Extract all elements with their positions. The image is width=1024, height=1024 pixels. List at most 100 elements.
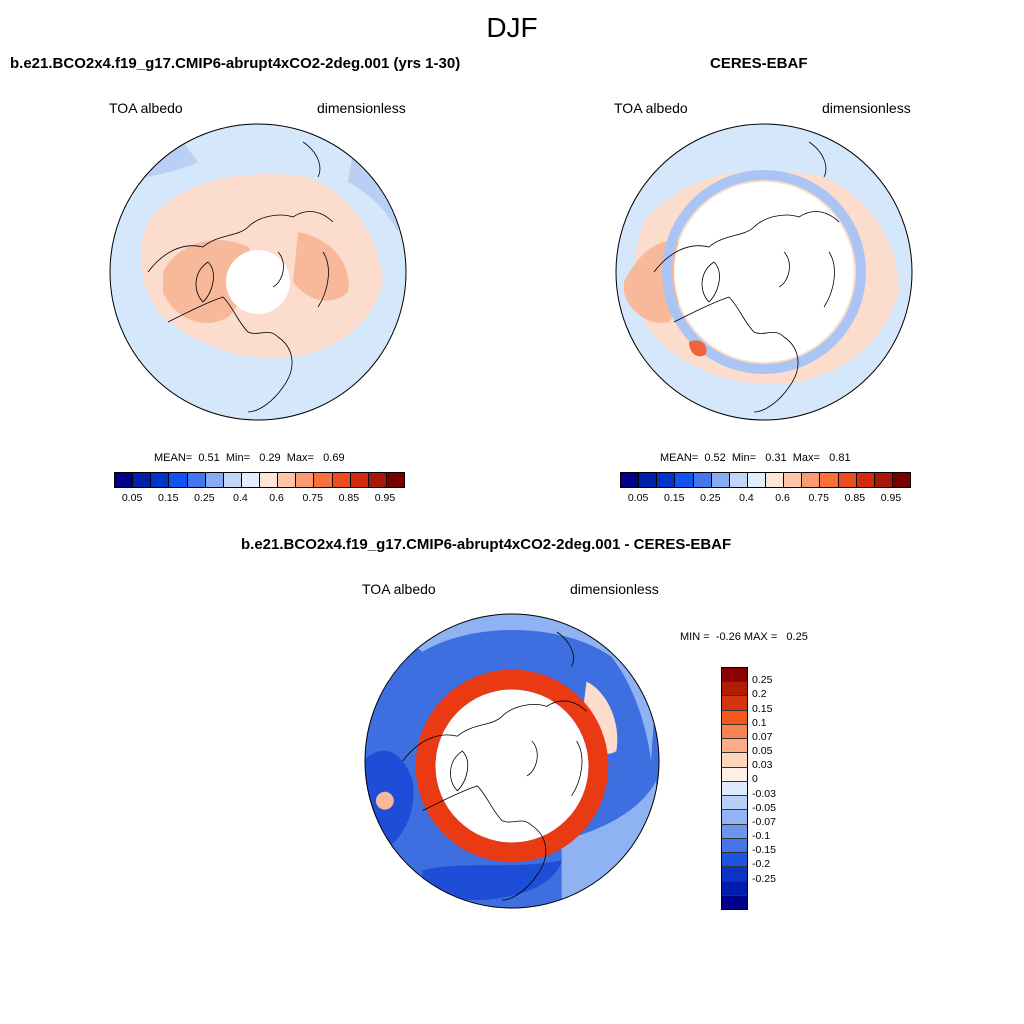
panel2-variable-label: TOA albedo	[614, 100, 688, 116]
colorbar-tick-label: 0.1	[752, 716, 767, 729]
panel1-colorbar	[114, 472, 405, 488]
colorbar-box	[332, 473, 351, 487]
panel1-title: b.e21.BCO2x4.f19_g17.CMIP6-abrupt4xCO2-2…	[10, 55, 461, 72]
panel1-mean-label: MEAN=	[154, 452, 193, 464]
main-title: DJF	[486, 12, 538, 43]
panel2-mean-label: MEAN=	[660, 452, 699, 464]
colorbar-tick-label: 0.03	[752, 759, 773, 772]
colorbar-tick-label: 0.4	[739, 492, 754, 504]
colorbar-box	[722, 682, 747, 697]
colorbar-box	[722, 710, 747, 725]
colorbar-tick-label: 0.05	[121, 492, 143, 504]
panel1-min-label: Min=	[225, 452, 251, 464]
colorbar-tick-label: 0.75	[302, 492, 323, 504]
diff-min-label: MIN =	[680, 631, 710, 643]
colorbar-tick-label: -0.07	[752, 815, 776, 828]
colorbar-tick-label: 0.95	[374, 492, 396, 504]
colorbar-box	[722, 724, 747, 740]
colorbar-box	[766, 473, 785, 487]
panel1-stats: MEAN= 0.51 Min= 0.29 Max= 0.69	[154, 452, 345, 464]
colorbar-box	[722, 796, 747, 811]
diff-max: 0.25	[786, 631, 808, 643]
panel2-min-label: Min=	[731, 452, 757, 464]
diff-polar-map	[364, 613, 660, 909]
panel1-units-label: dimensionless	[317, 100, 406, 116]
panel1-polar-map	[109, 123, 407, 421]
colorbar-box	[722, 838, 747, 854]
colorbar-box	[205, 473, 224, 487]
colorbar-box	[856, 473, 875, 487]
colorbar-box	[151, 473, 170, 487]
colorbar-tick-label: 0	[752, 773, 758, 786]
colorbar-tick-label: 0.4	[233, 492, 248, 504]
colorbar-tick-label: 0.25	[194, 492, 215, 504]
colorbar-box	[296, 473, 315, 487]
colorbar-box	[722, 867, 747, 882]
diff-minmax: MIN = -0.26 MAX = 0.25	[680, 631, 808, 643]
colorbar-box	[278, 473, 297, 487]
diff-max-label: MAX =	[743, 631, 778, 643]
colorbar-tick-label: -0.03	[752, 787, 776, 800]
panel2-title: CERES-EBAF	[710, 55, 808, 72]
colorbar-box	[820, 473, 839, 487]
colorbar-tick-label: 0.25	[700, 492, 721, 504]
colorbar-box	[784, 473, 803, 487]
colorbar-box	[187, 473, 206, 487]
panel2-stats: MEAN= 0.52 Min= 0.31 Max= 0.81	[660, 452, 851, 464]
colorbar-box	[802, 473, 821, 487]
colorbar-tick-label: -0.05	[752, 801, 776, 814]
panel2-mean: 0.52	[704, 452, 726, 464]
colorbar-box	[314, 473, 333, 487]
colorbar-box	[386, 473, 404, 487]
colorbar-box	[874, 473, 893, 487]
colorbar-box	[838, 473, 857, 487]
colorbar-tick-label: 0.6	[269, 492, 284, 504]
colorbar-tick-label: 0.07	[752, 730, 773, 743]
colorbar-box	[368, 473, 387, 487]
colorbar-box	[722, 781, 747, 797]
diff-min: -0.26	[715, 631, 741, 643]
colorbar-tick-label: 0.6	[775, 492, 790, 504]
colorbar-box	[722, 895, 747, 909]
panel2-colorbar	[620, 472, 911, 488]
colorbar-tick-label: -0.1	[752, 830, 771, 843]
colorbar-tick-label: -0.2	[752, 858, 771, 871]
colorbar-tick-label: 0.85	[844, 492, 866, 504]
colorbar-box	[223, 473, 242, 487]
colorbar-box	[722, 881, 747, 896]
diff-panel-title: b.e21.BCO2x4.f19_g17.CMIP6-abrupt4xCO2-2…	[241, 536, 732, 553]
colorbar-box	[722, 810, 747, 825]
panel2-max-label: Max=	[792, 452, 820, 464]
colorbar-tick-label: 0.05	[752, 745, 773, 758]
colorbar-box	[241, 473, 260, 487]
colorbar-box	[722, 753, 747, 768]
colorbar-tick-label: 0.95	[880, 492, 902, 504]
colorbar-box	[675, 473, 694, 487]
colorbar-box	[693, 473, 712, 487]
panel2-max: 0.81	[829, 452, 851, 464]
colorbar-tick-label: 0.15	[157, 492, 179, 504]
colorbar-box	[747, 473, 766, 487]
colorbar-tick-label: 0.15	[663, 492, 685, 504]
diff-variable-label: TOA albedo	[362, 581, 436, 597]
colorbar-box	[657, 473, 676, 487]
colorbar-tick-label: 0.75	[808, 492, 829, 504]
colorbar-tick-label: 0.85	[338, 492, 360, 504]
panel1-mean: 0.51	[198, 452, 220, 464]
colorbar-tick-label: 0.2	[752, 688, 767, 701]
panel2-min: 0.31	[765, 452, 787, 464]
colorbar-tick-label: -0.15	[752, 844, 776, 857]
panel2-units-label: dimensionless	[822, 100, 911, 116]
colorbar-box	[133, 473, 152, 487]
colorbar-box	[722, 739, 747, 754]
panel2-polar-map	[615, 123, 913, 421]
panel1-variable-label: TOA albedo	[109, 100, 183, 116]
colorbar-tick-label: -0.25	[752, 872, 776, 885]
colorbar-box	[169, 473, 188, 487]
colorbar-box	[722, 668, 747, 683]
colorbar-box	[722, 696, 747, 711]
colorbar-box	[639, 473, 658, 487]
colorbar-tick-label: 0.05	[627, 492, 649, 504]
diff-units-label: dimensionless	[570, 581, 659, 597]
colorbar-box	[260, 473, 279, 487]
